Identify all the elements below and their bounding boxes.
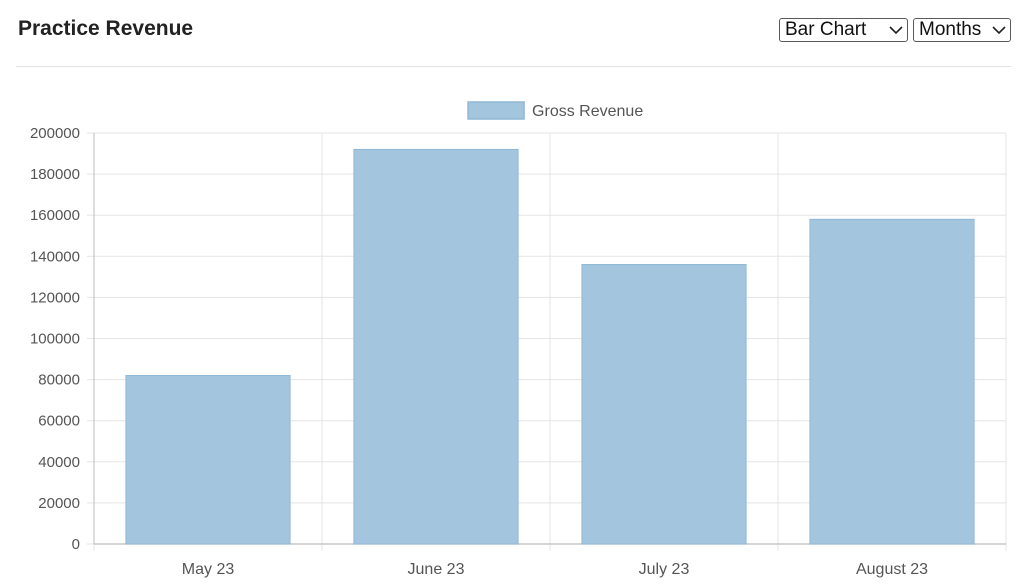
bar-2[interactable]: [353, 148, 519, 545]
y-tick-label: 20000: [38, 495, 80, 512]
chart-type-select[interactable]: Bar Chart: [779, 18, 908, 42]
chart-header: Practice Revenue Bar Chart Months: [0, 0, 1024, 66]
y-tick-label: 100000: [30, 331, 80, 348]
y-tick-label: 180000: [30, 166, 80, 183]
chevron-down-icon: [992, 26, 1006, 35]
y-tick-label: 160000: [30, 207, 80, 224]
legend-label[interactable]: Gross Revenue: [532, 103, 643, 120]
y-tick-label: 80000: [38, 372, 80, 389]
period-select-value: Months: [919, 19, 982, 40]
header-divider: [16, 66, 1011, 67]
y-tick-label: 120000: [30, 289, 80, 306]
period-select[interactable]: Months: [913, 18, 1011, 42]
legend-swatch[interactable]: [467, 101, 525, 120]
x-tick-label: July 23: [639, 561, 690, 578]
bar-4[interactable]: [809, 218, 975, 545]
chevron-down-icon: [889, 26, 903, 35]
x-tick-label: May 23: [182, 561, 235, 578]
x-tick-label: June 23: [408, 561, 465, 578]
chart-type-select-value: Bar Chart: [785, 19, 867, 40]
y-tick-label: 40000: [38, 454, 80, 471]
y-tick-label: 60000: [38, 413, 80, 430]
y-tick-label: 140000: [30, 248, 80, 265]
page-title: Practice Revenue: [18, 17, 194, 40]
bar-1[interactable]: [125, 374, 291, 545]
y-tick-label: 200000: [30, 125, 80, 142]
bar-3[interactable]: [581, 264, 747, 545]
y-tick-label: 0: [72, 536, 80, 553]
x-tick-label: August 23: [856, 561, 928, 578]
